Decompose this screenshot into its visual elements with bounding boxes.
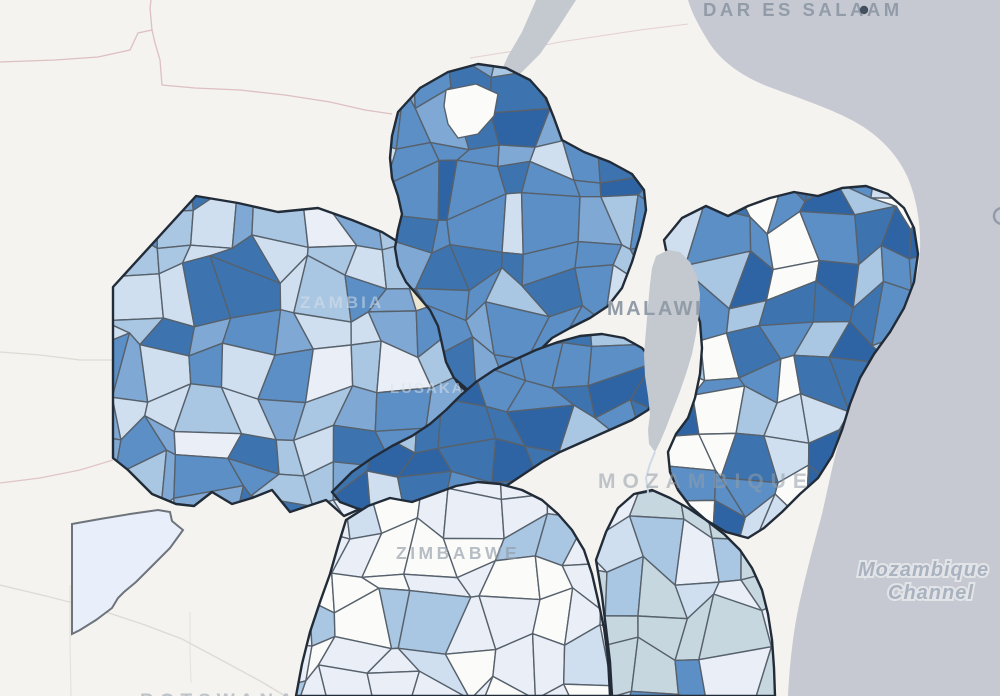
district[interactable]: [492, 632, 537, 696]
label-dar-es-salaam: DAR ES SALAAM: [703, 0, 903, 20]
map-marker-partial: [992, 206, 1000, 226]
lake-malawi: [644, 250, 700, 452]
label-zimbabwe: ZIMBABWE: [396, 543, 520, 563]
country-border: [662, 184, 920, 540]
district[interactable]: [621, 690, 680, 696]
district[interactable]: [296, 664, 337, 696]
country-border: [594, 488, 777, 696]
label-mozambique-channel-line1: Mozambique: [858, 559, 989, 581]
district[interactable]: [563, 683, 628, 696]
sea: [688, 0, 1000, 696]
label-botswana-partial: BOTSWANA: [140, 691, 299, 696]
lake-malawi: [643, 250, 700, 507]
label-mozambique: MOZAMBIQUE: [598, 470, 814, 493]
label-zambia: ZAMBIA: [300, 293, 384, 312]
lake-tanganyika: [498, 0, 576, 86]
faint-border: [0, 459, 114, 484]
label-malawi: MALAWI: [607, 298, 703, 320]
district[interactable]: [317, 664, 383, 696]
faint-border: [151, 29, 393, 115]
district[interactable]: [447, 675, 494, 696]
district[interactable]: [501, 192, 524, 256]
country-border: [294, 480, 612, 696]
district[interactable]: [478, 675, 548, 696]
shire-river: [643, 451, 656, 507]
district[interactable]: [908, 226, 946, 260]
faint-border: [0, 351, 112, 361]
district[interactable]: [710, 499, 747, 561]
lakes: [498, 0, 576, 86]
district[interactable]: [698, 646, 773, 696]
label-mozambique-channel-line2: Channel: [888, 582, 974, 604]
district[interactable]: [350, 340, 382, 394]
district[interactable]: [674, 658, 708, 696]
city-marker-dar-es-salaam: [859, 5, 869, 15]
faint-border: [69, 585, 72, 696]
district[interactable]: [443, 83, 499, 139]
district[interactable]: [592, 690, 633, 696]
district[interactable]: [752, 642, 810, 696]
district[interactable]: [563, 624, 612, 687]
district[interactable]: [397, 647, 472, 696]
label-lusaka: LUSAKA: [390, 380, 465, 397]
district[interactable]: [71, 508, 185, 636]
district[interactable]: [534, 683, 582, 696]
district[interactable]: [740, 561, 812, 612]
faint-border: [189, 612, 192, 684]
faint-border: [181, 638, 286, 696]
district[interactable]: [366, 670, 421, 696]
district[interactable]: [599, 603, 662, 647]
faint-border: [0, 0, 153, 63]
district[interactable]: [400, 670, 472, 696]
